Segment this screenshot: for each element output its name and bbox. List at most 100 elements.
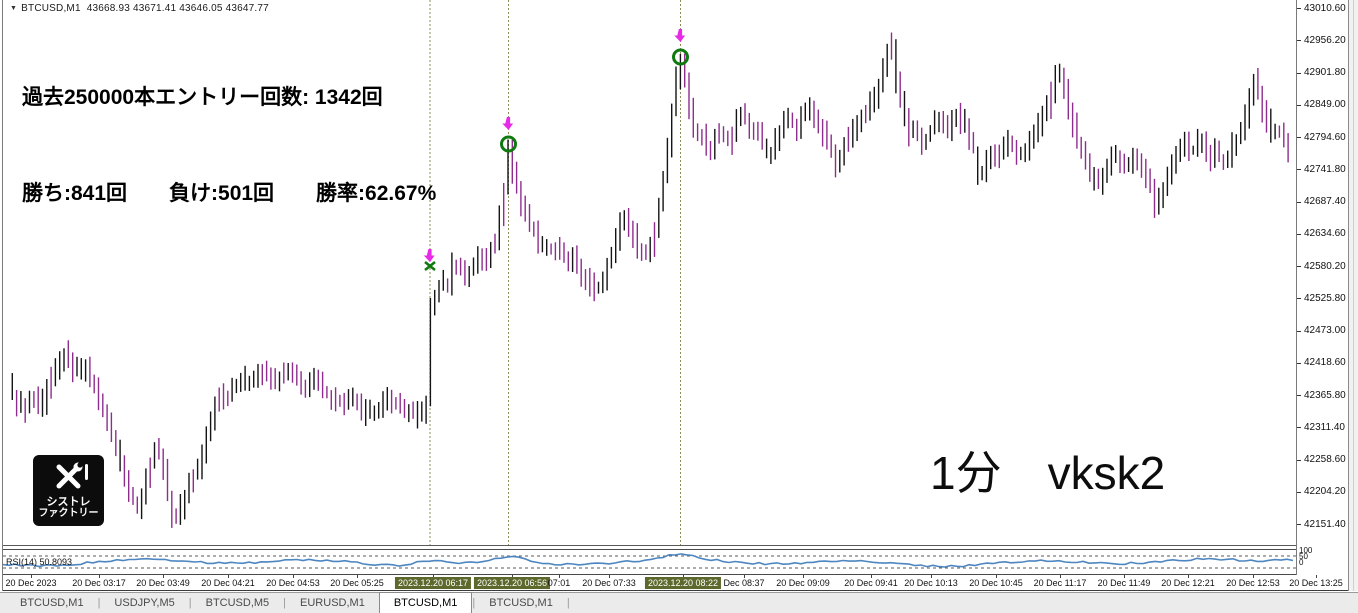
price-chart[interactable] — [0, 0, 1296, 546]
price-bar — [93, 374, 95, 394]
time-axis-label: 20 Dec 11:17 — [1033, 578, 1087, 588]
price-bar — [515, 161, 518, 194]
price-axis-label: 42365.80 — [1304, 389, 1346, 401]
price-bar — [80, 358, 82, 380]
price-bar — [63, 348, 65, 372]
price-axis-tick — [1297, 137, 1301, 138]
chart-tab-bar: BTCUSD,M1 | USDJPY,M5 | BTCUSD,M5 | EURUSD,M1 B… — [0, 592, 1358, 613]
price-bar — [468, 266, 470, 287]
price-bar — [1097, 168, 1100, 189]
price-bar — [283, 362, 285, 384]
price-bar — [1007, 129, 1009, 157]
price-bar — [1037, 112, 1039, 143]
price-bar — [15, 390, 18, 417]
entry-x-icon — [424, 260, 436, 272]
price-bar — [304, 379, 307, 398]
price-bar — [882, 58, 884, 93]
price-bar — [253, 370, 255, 388]
rsi-indicator-panel[interactable]: RSI(14) 50.8093 — [3, 549, 1296, 575]
collapse-triangle-icon[interactable]: ▼ — [10, 5, 18, 12]
tab-separator: | — [97, 597, 101, 609]
price-bar — [1115, 145, 1117, 163]
price-bar — [132, 487, 134, 505]
chart-tab-btcusd-m1-4[interactable]: BTCUSD,M1 — [378, 592, 473, 613]
price-bar — [511, 140, 513, 184]
price-bar — [1171, 154, 1173, 185]
chart-tab-eurusd-m1-3[interactable]: EURUSD,M1 — [300, 597, 365, 609]
price-bar — [28, 390, 31, 414]
price-bar — [783, 110, 785, 139]
price-bar — [744, 103, 746, 125]
price-axis-label: 42580.20 — [1304, 260, 1346, 272]
price-bar — [546, 239, 548, 256]
price-bar — [658, 197, 660, 238]
price-bar — [1231, 132, 1233, 168]
chart-tab-usdjpy-m5-1[interactable]: USDJPY,M5 — [114, 597, 175, 609]
price-bar — [1287, 133, 1289, 163]
chart-tab-btcusd-m1-5[interactable]: BTCUSD,M1 — [489, 597, 553, 609]
time-axis-label: 20 Dec 04:21 — [201, 578, 255, 588]
price-bar — [218, 387, 220, 412]
time-axis-label: 20 Dec 12:53 — [1226, 578, 1280, 588]
price-bar — [41, 388, 44, 417]
price-bar — [615, 228, 617, 264]
price-bar — [1175, 146, 1177, 174]
time-axis[interactable]: 20 Dec 2023 20 Dec 03:17 20 Dec 03:49 20 De… — [3, 575, 1348, 591]
price-bar — [903, 91, 906, 127]
price-axis[interactable]: 43010.60 42956.20 42901.80 42849.00 42794.60… — [1297, 0, 1348, 546]
price-bar — [54, 358, 57, 387]
price-bar — [800, 106, 802, 139]
price-bar — [1179, 138, 1181, 162]
price-bar — [287, 363, 289, 381]
price-bar — [11, 373, 13, 400]
price-bar — [796, 118, 798, 141]
price-bar — [231, 377, 233, 402]
chart-right-border — [1296, 0, 1297, 591]
ea-stats-line2: 勝ち:841回 負け:501回 勝率:62.67% — [22, 182, 437, 205]
time-axis-tick — [1188, 575, 1189, 578]
chart-tab-btcusd-m1-0[interactable]: BTCUSD,M1 — [20, 597, 84, 609]
price-bar — [809, 97, 811, 121]
price-bar — [261, 364, 263, 386]
time-axis-label-highlighted: 2023.12.20 06:17 — [394, 577, 472, 589]
price-bar — [567, 251, 569, 272]
price-bar — [1024, 143, 1026, 163]
price-bar — [339, 394, 341, 407]
price-bar — [865, 105, 867, 124]
price-axis-tick — [1297, 201, 1301, 203]
time-axis-tick — [609, 575, 610, 578]
time-axis-tick — [163, 575, 164, 578]
price-bar — [408, 404, 410, 423]
price-bar — [1011, 135, 1013, 153]
time-axis-tick — [1124, 575, 1125, 578]
price-bar — [158, 438, 160, 460]
price-bar — [619, 212, 621, 251]
price-bar — [817, 109, 819, 134]
price-bar — [847, 126, 850, 152]
price-bar — [1261, 85, 1263, 123]
price-bar — [770, 147, 772, 164]
price-bar — [990, 145, 992, 170]
logo-text-line1: シストレ — [46, 496, 91, 508]
chart-tab-btcusd-m5-2[interactable]: BTCUSD,M5 — [205, 597, 270, 609]
price-bar — [804, 102, 806, 122]
price-bar — [1132, 147, 1134, 174]
vertical-scrollbar[interactable] — [1348, 0, 1358, 591]
price-bar — [972, 132, 975, 154]
price-axis-tick — [1297, 524, 1301, 525]
time-axis-tick — [1316, 575, 1317, 578]
price-bar — [192, 469, 194, 493]
price-bar — [761, 122, 763, 150]
price-bar — [623, 210, 625, 231]
price-bar — [373, 405, 376, 421]
price-bar — [201, 444, 203, 480]
price-axis-tick — [1297, 362, 1301, 364]
price-bar — [774, 128, 776, 160]
price-bar — [472, 257, 475, 276]
price-axis-tick — [1297, 266, 1301, 267]
price-bar — [110, 412, 113, 442]
price-bar — [1015, 140, 1018, 165]
price-bar — [1102, 167, 1104, 195]
time-axis-label: 07:01 — [547, 578, 571, 588]
